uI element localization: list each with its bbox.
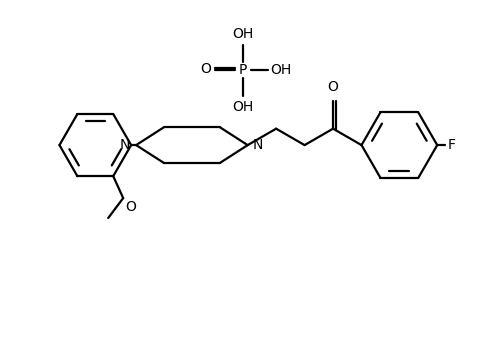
Text: N: N [120, 138, 130, 152]
Text: OH: OH [270, 63, 291, 78]
Text: N: N [253, 138, 263, 152]
Text: P: P [239, 63, 247, 78]
Text: OH: OH [232, 100, 254, 114]
Text: O: O [200, 63, 211, 76]
Text: OH: OH [232, 27, 254, 40]
Text: O: O [125, 200, 136, 214]
Text: O: O [327, 80, 338, 94]
Text: F: F [447, 138, 455, 152]
